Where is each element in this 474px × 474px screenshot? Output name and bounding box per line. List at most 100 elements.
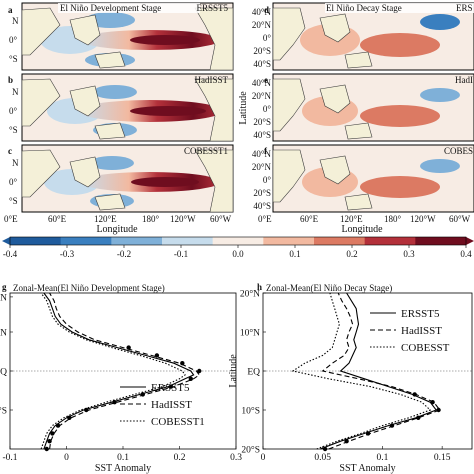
lon-tick-r-5: 60°W: [449, 214, 471, 224]
colorbar-segment: [314, 237, 366, 245]
map-d-title-bg: [325, 3, 474, 13]
panel-letter-h: h: [257, 282, 262, 292]
map-d-title: El Niño Decay Stage: [326, 3, 402, 13]
lat-tick-c-2: 0°: [9, 177, 18, 187]
map-e-warm-pac: [360, 105, 440, 127]
map-d-warm-pac: [360, 33, 440, 57]
y-tick-label: EQ: [0, 368, 7, 378]
marker-point: [168, 384, 174, 389]
marker-point: [55, 423, 61, 428]
lat-tick-e-5: 40°S: [253, 130, 271, 140]
x-tick-label: 0.05: [314, 453, 331, 463]
lat-tick-d-1: 40°N: [252, 7, 272, 17]
lon-tick-l-0: 0°E: [4, 214, 18, 224]
lat-tick-f-3: 0°: [263, 175, 272, 185]
y-tick-label: °N: [0, 292, 7, 303]
map-e-cool-n: [420, 88, 460, 102]
colorbar-tick-label: -0.4: [3, 249, 18, 259]
colorbar: -0.4 -0.3 -0.2 -0.1 0.0 0.1 0.2 0.3 0.4: [2, 236, 474, 259]
series-line-COBESST: [291, 292, 432, 450]
y-tick-label: 20°N: [240, 289, 260, 300]
lat-tick-a-3: °S: [9, 54, 18, 64]
colorbar-segment: [364, 237, 416, 245]
colorbar-segment: [60, 237, 112, 245]
series-line-ERSST5: [43, 292, 195, 450]
lon-ticks-right: 0°E 60°E 120°E 180° 120°W 60°W: [258, 214, 471, 224]
panel-letter-g: g: [2, 282, 7, 292]
y-tick-label: 20°S: [241, 445, 260, 456]
map-e-dataset: HadI: [455, 75, 473, 85]
map-f-letter: f: [264, 146, 268, 156]
colorbar-segment: [263, 237, 315, 245]
lon-tick-l-1: 60°E: [48, 214, 67, 224]
y-axis-label: Latitude: [228, 354, 239, 388]
lon-tick-l-5: 60°W: [210, 214, 232, 224]
series-line-COBESST1: [40, 292, 186, 450]
map-a-title-bg: [58, 3, 200, 13]
colorbar-tick-label: 0.4: [460, 249, 472, 259]
map-f-australia-land: [344, 193, 373, 211]
marker-point: [197, 368, 202, 374]
lat-tick-e-3: 0°: [263, 104, 272, 114]
colorbar-extend-right: [466, 237, 474, 245]
y-tick-label: °S: [0, 406, 7, 417]
y-tick-label: °N: [0, 328, 7, 339]
legend-label: COBESST1: [151, 416, 205, 428]
marker-point: [112, 400, 117, 405]
lon-tick-r-3: 180°: [384, 214, 402, 224]
marker-point: [126, 345, 131, 350]
series-line-HadISST: [321, 292, 441, 450]
colorbar-tick-label: 0.3: [403, 249, 415, 259]
series-line-HadISST: [49, 292, 201, 450]
x-tick-label: 0.15: [434, 453, 451, 463]
lat-tick-d-5: 40°S: [253, 59, 271, 69]
map-b-letter: b: [8, 75, 13, 85]
x-axis-label: SST Anomaly: [339, 463, 395, 474]
map-a-title: El Niño Development Stage: [60, 3, 161, 13]
lon-ticks-left: 0°E 60°E 120°E 180° 120°W 60°W: [4, 214, 232, 224]
map-d-africa-land: [272, 7, 306, 61]
lat-tick-c-3: °S: [9, 196, 18, 206]
legend-label: ERSST5: [151, 382, 190, 394]
map-f-asia-land: [319, 155, 351, 185]
map-b-north-cool: [93, 85, 137, 99]
map-c-letter: c: [8, 146, 12, 156]
colorbar-tick-label: 0.1: [289, 249, 300, 259]
x-tick-label: 0.3: [230, 453, 242, 463]
lat-tick-e-2: 20°N: [252, 91, 272, 101]
map-a-asia-land: [69, 14, 101, 46]
lat-tick-d-2: 20°N: [252, 20, 272, 30]
map-panel-d: d El Niño Decay Stage ERS: [264, 2, 474, 71]
lon-tick-l-2: 120°E: [94, 214, 117, 224]
map-panel-a: a El Niño Development Stage ERSST5: [8, 2, 234, 71]
lat-tick-b-2: 0°: [9, 106, 18, 116]
y-tick-label: 10°S: [241, 406, 260, 417]
marker-point: [154, 353, 160, 358]
map-f-cool-n: [420, 159, 460, 173]
map-c-australia-land: [94, 193, 126, 211]
lon-tick-r-4: 120°W: [410, 214, 436, 224]
marker-point: [84, 407, 89, 413]
lat-tick-b-1: N: [12, 87, 19, 97]
x-tick-label: 0.2: [174, 453, 186, 463]
lat-tick-b-3: °S: [9, 125, 18, 135]
map-f-dataset: COBES: [444, 146, 473, 156]
map-f-warm-pac: [360, 176, 440, 198]
map-a-america-land: [194, 7, 234, 71]
map-e-letter: e: [264, 75, 268, 85]
x-tick-label: 0.1: [376, 453, 388, 463]
legend-label: HadISST: [151, 399, 192, 411]
map-a-letter: a: [8, 5, 13, 15]
lat-tick-e-1: 40°N: [252, 78, 272, 88]
map-ylabel: Latitude: [238, 91, 249, 125]
marker-point: [416, 415, 421, 420]
map-d-cool-n: [420, 14, 460, 30]
chart-title: Zonal-Mean(El Niño Decay Stage): [266, 283, 392, 293]
map-c-dataset: COBESST1: [184, 146, 228, 156]
map-b-asia-land: [69, 85, 101, 117]
colorbar-extend-left: [2, 237, 10, 245]
map-a-africa-land: [21, 7, 61, 56]
lat-tick-d-3: 0°: [263, 33, 272, 43]
left-lat-ticks: N 0° °S N 0° °S N 0° °S: [9, 16, 19, 206]
